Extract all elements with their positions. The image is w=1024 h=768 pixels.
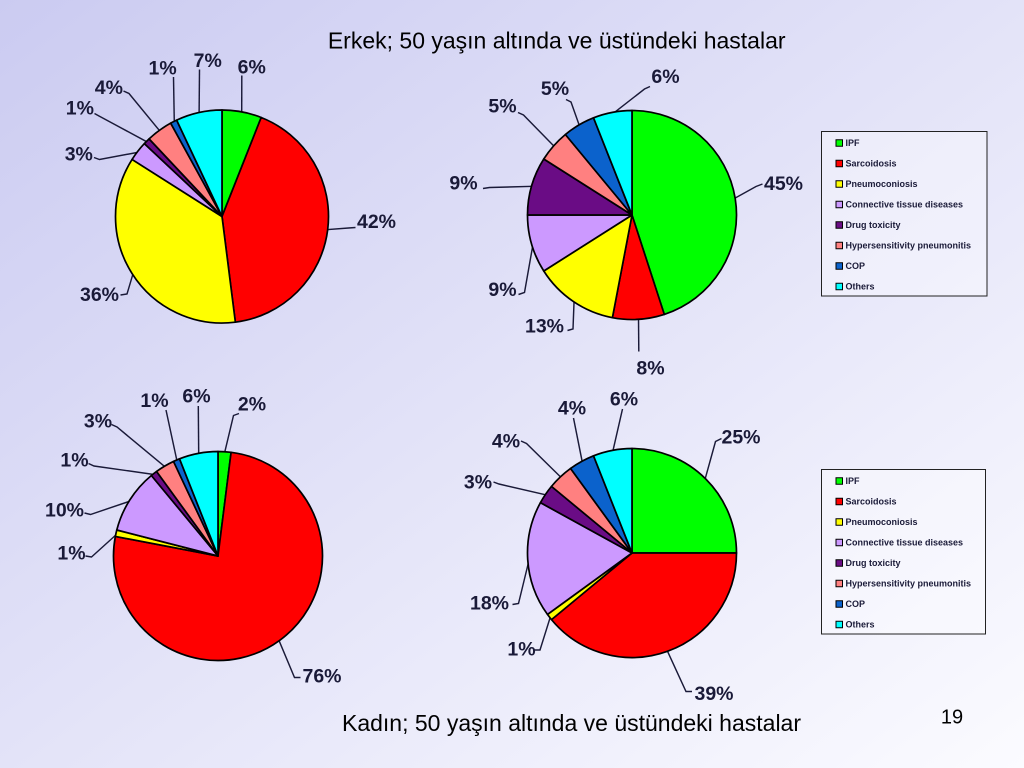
svg-text:Sarcoidosis: Sarcoidosis xyxy=(846,159,897,169)
svg-text:25%: 25% xyxy=(721,427,760,449)
svg-text:Hypersensitivity pneumonitis: Hypersensitivity pneumonitis xyxy=(846,241,972,251)
svg-text:6%: 6% xyxy=(182,386,210,408)
svg-text:Hypersensitivity pneumonitis: Hypersensitivity pneumonitis xyxy=(846,579,972,589)
svg-text:IPF: IPF xyxy=(846,476,861,486)
svg-text:7%: 7% xyxy=(194,50,222,72)
svg-text:Others: Others xyxy=(846,620,875,630)
svg-text:Erkek; 50 yaşın altında ve üst: Erkek; 50 yaşın altında ve üstündeki has… xyxy=(328,28,786,54)
svg-text:9%: 9% xyxy=(449,173,477,195)
svg-text:2%: 2% xyxy=(238,394,266,416)
svg-text:Drug toxicity: Drug toxicity xyxy=(846,558,901,568)
svg-text:4%: 4% xyxy=(95,77,123,99)
svg-text:Kadın; 50 yaşın altında ve üst: Kadın; 50 yaşın altında ve üstündeki has… xyxy=(342,710,801,736)
svg-text:IPF: IPF xyxy=(846,138,861,148)
svg-text:10%: 10% xyxy=(45,500,84,522)
svg-text:13%: 13% xyxy=(525,316,564,338)
svg-text:Connective tissue diseases: Connective tissue diseases xyxy=(846,538,964,548)
svg-text:8%: 8% xyxy=(636,358,664,380)
svg-text:4%: 4% xyxy=(492,431,520,453)
svg-text:3%: 3% xyxy=(84,411,112,433)
svg-text:9%: 9% xyxy=(488,279,516,301)
svg-text:39%: 39% xyxy=(694,683,733,705)
svg-text:1%: 1% xyxy=(149,57,177,79)
svg-text:4%: 4% xyxy=(558,398,586,420)
svg-text:19: 19 xyxy=(941,707,963,729)
svg-text:Drug toxicity: Drug toxicity xyxy=(846,220,901,230)
svg-text:Others: Others xyxy=(846,282,875,292)
svg-text:Connective tissue diseases: Connective tissue diseases xyxy=(846,200,964,210)
svg-text:18%: 18% xyxy=(470,593,509,615)
svg-text:Pneumoconiosis: Pneumoconiosis xyxy=(846,517,918,527)
svg-text:COP: COP xyxy=(846,261,866,271)
svg-text:COP: COP xyxy=(846,599,866,609)
svg-text:1%: 1% xyxy=(66,98,94,120)
svg-text:Pneumoconiosis: Pneumoconiosis xyxy=(846,179,918,189)
svg-text:36%: 36% xyxy=(80,284,119,306)
svg-text:1%: 1% xyxy=(60,450,88,472)
svg-text:6%: 6% xyxy=(610,389,638,411)
svg-text:6%: 6% xyxy=(651,66,679,88)
svg-text:1%: 1% xyxy=(507,639,535,661)
svg-text:1%: 1% xyxy=(57,543,85,565)
svg-text:6%: 6% xyxy=(238,56,266,78)
svg-text:1%: 1% xyxy=(140,390,168,412)
svg-text:5%: 5% xyxy=(541,78,569,100)
svg-text:5%: 5% xyxy=(488,96,516,118)
svg-text:3%: 3% xyxy=(464,472,492,494)
svg-text:Sarcoidosis: Sarcoidosis xyxy=(846,497,897,507)
svg-text:42%: 42% xyxy=(357,211,396,233)
svg-text:76%: 76% xyxy=(302,666,341,688)
svg-text:45%: 45% xyxy=(764,173,803,195)
svg-text:3%: 3% xyxy=(65,143,93,165)
